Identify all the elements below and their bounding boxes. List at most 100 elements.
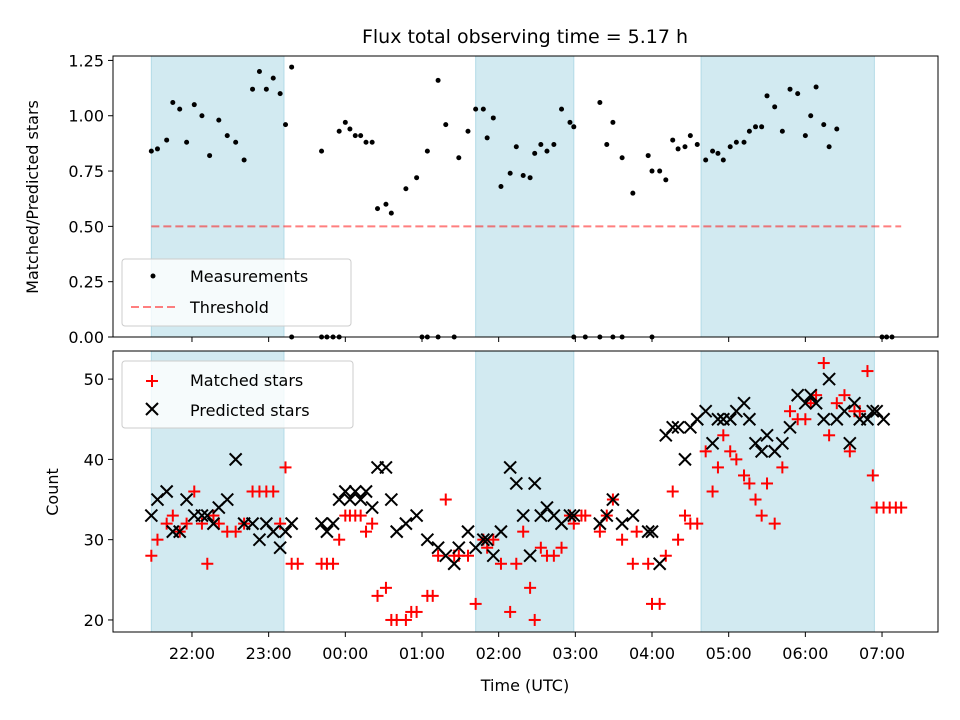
predicted-stars-point [206, 516, 221, 531]
matched-stars-point [659, 549, 672, 562]
matched-stars-point [738, 469, 751, 482]
predicted-stars-point [399, 516, 413, 531]
bottom-panel-legend: Matched stars Predicted stars [121, 360, 354, 429]
predicted-stars-point [159, 484, 174, 499]
bottom-shaded-interval-1 [475, 350, 575, 633]
predicted-stars-point-b [540, 500, 554, 515]
predicted-stars-point-b [809, 396, 823, 410]
matched-stars-point [510, 557, 523, 570]
top-measurement-point [177, 106, 183, 112]
bottom-panel-y-axis: 20 30 40 50 [84, 370, 113, 630]
matched-stars-point [626, 557, 639, 570]
predicted-stars-point [409, 508, 424, 523]
predicted-stars-point-b [144, 508, 159, 523]
predicted-stars-point-b [509, 476, 524, 491]
matched-stars-point [843, 445, 856, 458]
predicted-stars-point [516, 508, 530, 523]
predicted-stars-point [737, 396, 751, 410]
top-measurement-point [456, 155, 462, 161]
top-measurement-point [388, 210, 394, 216]
predicted-stars-point-b [804, 388, 818, 402]
top-measurement-point [148, 148, 154, 154]
matched-stars-point [699, 445, 712, 458]
matched-stars-point [817, 357, 830, 370]
top-measurement-point [352, 133, 358, 139]
top-measurement-point [465, 128, 471, 134]
matched-stars-point [706, 485, 719, 498]
bottom-legend-matched-label: Matched stars [190, 371, 303, 390]
top-measurement-point [520, 172, 526, 178]
figure-title: Flux total observing time = 5.17 h [362, 26, 688, 48]
top-measurement-point [289, 64, 295, 70]
predicted-stars-point [698, 404, 713, 418]
predicted-stars-point [343, 492, 357, 507]
predicted-stars-point [671, 420, 685, 434]
top-measurement-point [277, 91, 283, 97]
top-measurement-point [424, 148, 430, 154]
predicted-stars-point-b [866, 404, 880, 418]
predicted-stars-point-b [273, 540, 287, 555]
matched-stars-point [487, 533, 500, 546]
top-measurement-point [746, 128, 752, 134]
predicted-stars-point [775, 436, 790, 451]
top-measurement-point [694, 142, 700, 148]
matched-stars-point [399, 613, 412, 626]
top-measurement-point [513, 144, 519, 150]
matched-stars-point [724, 445, 737, 458]
matched-stars-point [547, 549, 560, 562]
predicted-stars-point-b [245, 516, 260, 531]
predicted-stars-point [494, 524, 508, 539]
predicted-stars-point [615, 516, 629, 531]
predicted-stars-point-b [399, 516, 413, 531]
predicted-stars-point-b [600, 508, 614, 523]
predicted-stars-point-b [379, 460, 393, 475]
predicted-stars-point [723, 412, 737, 426]
predicted-stars-point-b [480, 532, 494, 547]
x-tick-label-5: 03:00 [552, 644, 598, 663]
predicted-stars-point [809, 396, 823, 410]
top-measurement-point [263, 86, 269, 92]
predicted-stars-point-b [259, 516, 274, 531]
top-panel-frame [112, 55, 939, 338]
top-measurement-point [184, 139, 190, 145]
matched-stars-point [653, 597, 666, 610]
top-legend-measurements-marker [150, 273, 156, 279]
top-shaded-interval-1 [475, 55, 575, 338]
top-measurement-point [727, 144, 733, 150]
top-y-tick-label-3: 0.75 [68, 162, 104, 181]
top-measurement-point [207, 153, 213, 159]
matched-stars-point [895, 501, 908, 514]
matched-stars-point [749, 493, 762, 506]
top-measurement-point [551, 142, 557, 148]
predicted-stars-point-b [615, 516, 629, 531]
top-measurement-point [480, 106, 486, 112]
predicted-stars-point-b [754, 444, 769, 459]
predicted-stars-point [172, 524, 187, 539]
top-measurement-point [604, 142, 610, 148]
top-measurement-point [199, 113, 205, 119]
top-measurement-point [250, 86, 256, 92]
top-y-tick-label-0: 0.00 [68, 328, 104, 347]
matched-stars-point [432, 549, 445, 562]
predicted-stars-point-b [195, 508, 209, 523]
predicted-stars-point [314, 516, 329, 531]
top-measurement-point [484, 135, 490, 141]
top-measurement-point [527, 175, 533, 181]
predicted-stars-point-b [822, 372, 836, 386]
bottom-panel-y-axis-label: Count [43, 468, 62, 516]
predicted-stars-point-b [837, 404, 852, 418]
matched-stars-point [180, 517, 193, 530]
predicted-stars-point [359, 484, 373, 499]
predicted-stars-point-b [798, 396, 813, 410]
predicted-stars-point-b [420, 532, 435, 547]
predicted-stars-point-b [452, 540, 466, 555]
predicted-stars-point-b [359, 484, 373, 499]
top-measurement-point [216, 117, 222, 123]
predicted-stars-point [760, 428, 774, 443]
predicted-stars-point [144, 508, 159, 523]
predicted-stars-point [626, 508, 640, 523]
predicted-stars-point-b [626, 508, 640, 523]
predicted-stars-point [284, 516, 299, 531]
top-measurement-point [610, 119, 616, 125]
